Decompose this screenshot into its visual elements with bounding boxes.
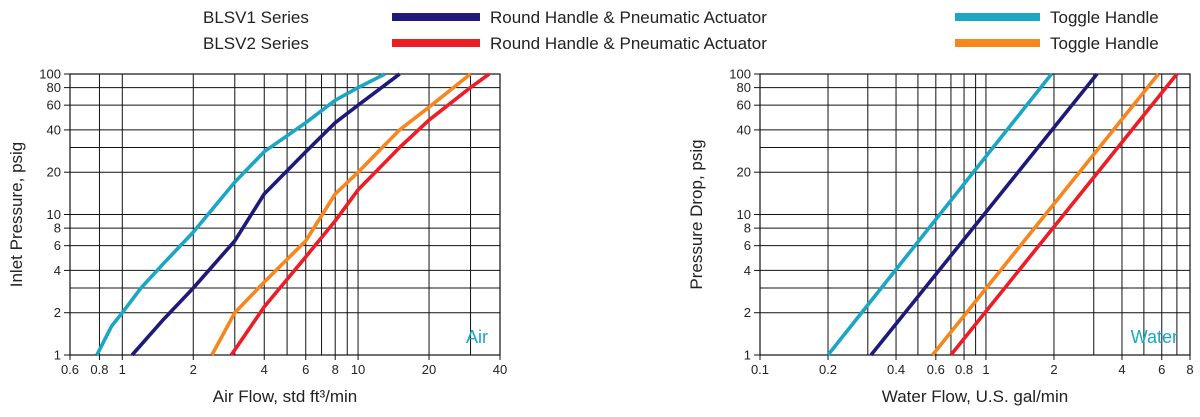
- x-tick-label: 4: [261, 362, 268, 377]
- y-tick-label: 2: [54, 305, 61, 320]
- legend-series-name: BLSV2 Series: [203, 34, 309, 53]
- y-tick-label: 40: [737, 122, 751, 137]
- x-axis-label: Air Flow, std ft³/min: [213, 387, 358, 406]
- x-tick-label: 6: [302, 362, 309, 377]
- y-tick-label: 1: [744, 348, 751, 363]
- x-tick-label: 8: [332, 362, 339, 377]
- y-tick-label: 20: [47, 165, 61, 180]
- y-tick-label: 6: [54, 238, 61, 253]
- y-axis-label: Pressure Drop, psig: [687, 139, 706, 289]
- legend-series-name: BLSV1 Series: [203, 8, 309, 27]
- y-tick-label: 4: [54, 263, 61, 278]
- x-tick-label: 0.4: [887, 362, 905, 377]
- series-line: [931, 72, 1160, 357]
- y-tick-label: 60: [737, 98, 751, 113]
- x-tick-label: 20: [422, 362, 436, 377]
- x-tick-label: 0.2: [819, 362, 837, 377]
- x-tick-label: 0.8: [955, 362, 973, 377]
- y-tick-label: 6: [744, 238, 751, 253]
- series-line: [130, 72, 401, 357]
- series-line: [949, 72, 1179, 357]
- x-tick-label: 10: [351, 362, 365, 377]
- chart-annotation: Air: [466, 327, 488, 347]
- plot-area: 0.1 0.2 0.4 0.6 0.8 1 2 4 6 8124681020406080100Wa…: [687, 67, 1194, 407]
- x-tick-label: 6: [1158, 362, 1165, 377]
- air-flow-chart: 0.6 0.8 1 2 4 6 8 10 20 40124681020406080100AirAi…: [7, 67, 507, 407]
- plot-area: 0.6 0.8 1 2 4 6 8 10 20 40124681020406080100AirAi…: [7, 67, 507, 407]
- x-tick-label: 2: [190, 362, 197, 377]
- x-tick-label: 1: [982, 362, 989, 377]
- series-line: [95, 72, 386, 356]
- y-tick-label: 1: [54, 348, 61, 363]
- series-line: [229, 72, 491, 357]
- x-tick-label: 0.6: [61, 362, 79, 377]
- y-tick-label: 40: [47, 122, 61, 137]
- series-line: [210, 72, 472, 356]
- y-tick-label: 80: [737, 80, 751, 95]
- water-flow-chart: 0.1 0.2 0.4 0.6 0.8 1 2 4 6 8124681020406080100Wa…: [687, 67, 1194, 407]
- x-axis-label: Water Flow, U.S. gal/min: [882, 387, 1068, 406]
- y-tick-label: 10: [737, 207, 751, 222]
- y-tick-label: 4: [744, 263, 751, 278]
- legend-entry-label: Toggle Handle: [1050, 34, 1159, 53]
- series-line: [826, 72, 1053, 357]
- y-axis-label: Inlet Pressure, psig: [7, 142, 26, 288]
- legend-entry-label: Toggle Handle: [1050, 8, 1159, 27]
- x-tick-label: 4: [1118, 362, 1125, 377]
- legend-entry-label: Round Handle & Pneumatic Actuator: [490, 34, 767, 53]
- series-line: [869, 72, 1099, 357]
- legend: BLSV1 Series Round Handle & Pneumatic Act…: [203, 8, 1159, 53]
- y-tick-label: 8: [54, 221, 61, 236]
- x-tick-label: 0.8: [90, 362, 108, 377]
- x-tick-label: 0.6: [927, 362, 945, 377]
- y-tick-label: 80: [47, 80, 61, 95]
- x-tick-label: 1: [119, 362, 126, 377]
- x-tick-label: 0.1: [751, 362, 769, 377]
- y-tick-label: 2: [744, 305, 751, 320]
- x-tick-label: 2: [1050, 362, 1057, 377]
- chart-annotation: Water: [1131, 327, 1178, 347]
- x-tick-label: 40: [493, 362, 507, 377]
- y-tick-label: 100: [39, 67, 61, 82]
- y-tick-label: 8: [744, 221, 751, 236]
- legend-entry-label: Round Handle & Pneumatic Actuator: [490, 8, 767, 27]
- y-tick-label: 60: [47, 98, 61, 113]
- y-tick-label: 100: [729, 67, 751, 82]
- x-tick-label: 8: [1186, 362, 1193, 377]
- y-tick-label: 10: [47, 207, 61, 222]
- y-tick-label: 20: [737, 165, 751, 180]
